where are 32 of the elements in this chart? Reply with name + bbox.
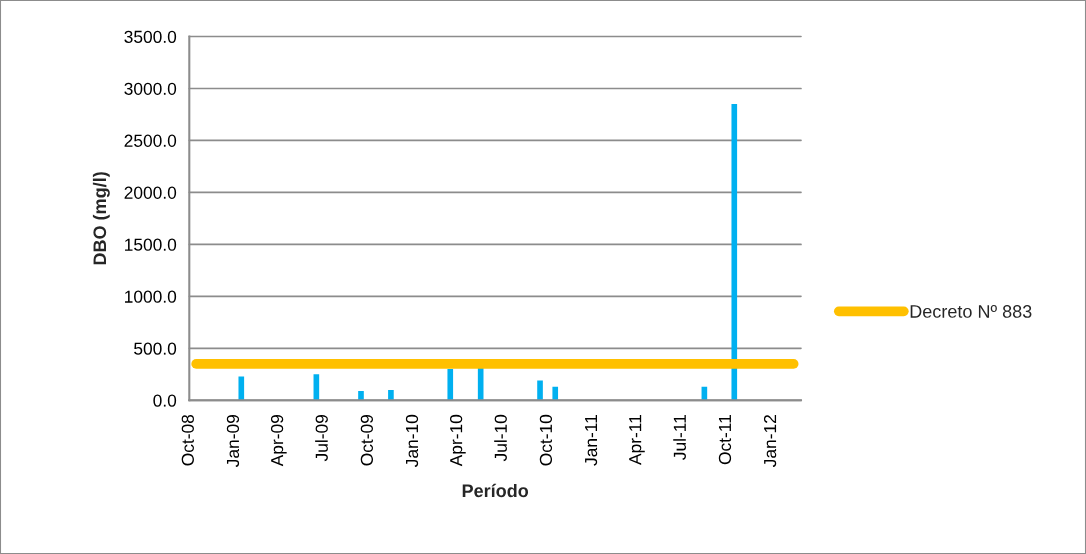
y-tick-label: 3000.0 xyxy=(124,82,177,95)
bar xyxy=(388,389,394,401)
bar xyxy=(731,104,738,401)
bar xyxy=(358,390,364,401)
x-tick-label: Jan-10 xyxy=(405,414,419,467)
x-tick-label: Oct-11 xyxy=(718,415,732,465)
bar xyxy=(537,380,543,401)
x-tick-label: Jul-11 xyxy=(673,415,686,460)
y-tick-label: 1000.0 xyxy=(125,290,177,303)
bar xyxy=(238,376,245,401)
x-tick-label: Oct-08 xyxy=(181,414,194,466)
x-tick-label: Apr-10 xyxy=(449,414,466,467)
x-tick-label: Jan-09 xyxy=(226,415,240,467)
x-tick-label: Oct-09 xyxy=(360,415,374,466)
x-tick-label: Jan-12 xyxy=(763,415,777,467)
y-tick-label: 2000.0 xyxy=(124,186,177,199)
y-tick-label: 500.0 xyxy=(134,342,177,355)
y-tick-label: 0.0 xyxy=(153,394,177,407)
x-tick-label: Jul-09 xyxy=(315,415,328,462)
bar xyxy=(552,386,559,401)
x-tick-label: Apr-11 xyxy=(629,415,645,465)
legend-label: Decreto Nº 883 xyxy=(910,305,1032,318)
x-axis-title: Período xyxy=(462,483,529,498)
x-tick-label: Jul-10 xyxy=(494,414,507,462)
y-tick-label: 1500.0 xyxy=(125,238,177,251)
x-tick-label: Oct-10 xyxy=(539,414,553,466)
bar xyxy=(447,369,454,401)
y-tick-label: 3500.0 xyxy=(124,30,177,43)
y-tick-label: 2500.0 xyxy=(124,134,177,147)
y-axis-title: DBO (mg/l) xyxy=(92,172,110,265)
x-tick-label: Jan-11 xyxy=(585,415,598,466)
x-tick-label: Apr-09 xyxy=(270,415,287,467)
